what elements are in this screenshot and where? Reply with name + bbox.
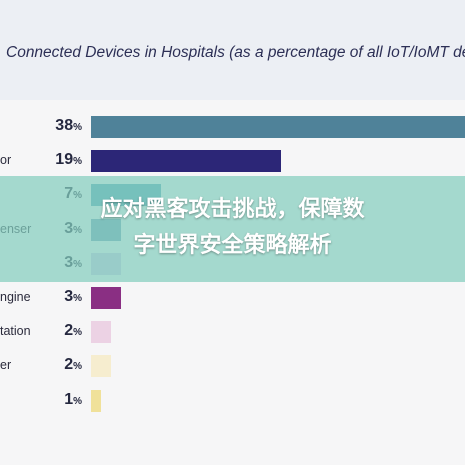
category-label: or (0, 153, 12, 167)
value-label: 38% (55, 117, 82, 134)
headline-line-2: 字世界安全策略解析 (133, 233, 332, 258)
bar (91, 390, 101, 412)
category-label: ngine (0, 290, 31, 304)
bar (91, 150, 281, 172)
category-label: er (0, 358, 12, 372)
bar (91, 321, 111, 343)
bar (91, 116, 465, 138)
category-label: tation (0, 324, 31, 338)
value-label: 2% (64, 322, 82, 339)
value-label: 19% (55, 151, 82, 168)
value-label: 2% (64, 356, 82, 373)
headline-line-1: 应对黑客攻击挑战，保障数 (100, 197, 365, 222)
bar (91, 355, 111, 377)
value-label: 3% (64, 288, 82, 305)
bar (91, 287, 121, 309)
title-strip: Connected Devices in Hospitals (as a per… (0, 0, 465, 100)
headline-text: 应对黑客攻击挑战，保障数 字世界安全策略解析 (0, 192, 465, 264)
value-label: 1% (64, 391, 82, 408)
headline-overlay (0, 176, 465, 282)
chart-title: Connected Devices in Hospitals (as a per… (6, 44, 465, 61)
